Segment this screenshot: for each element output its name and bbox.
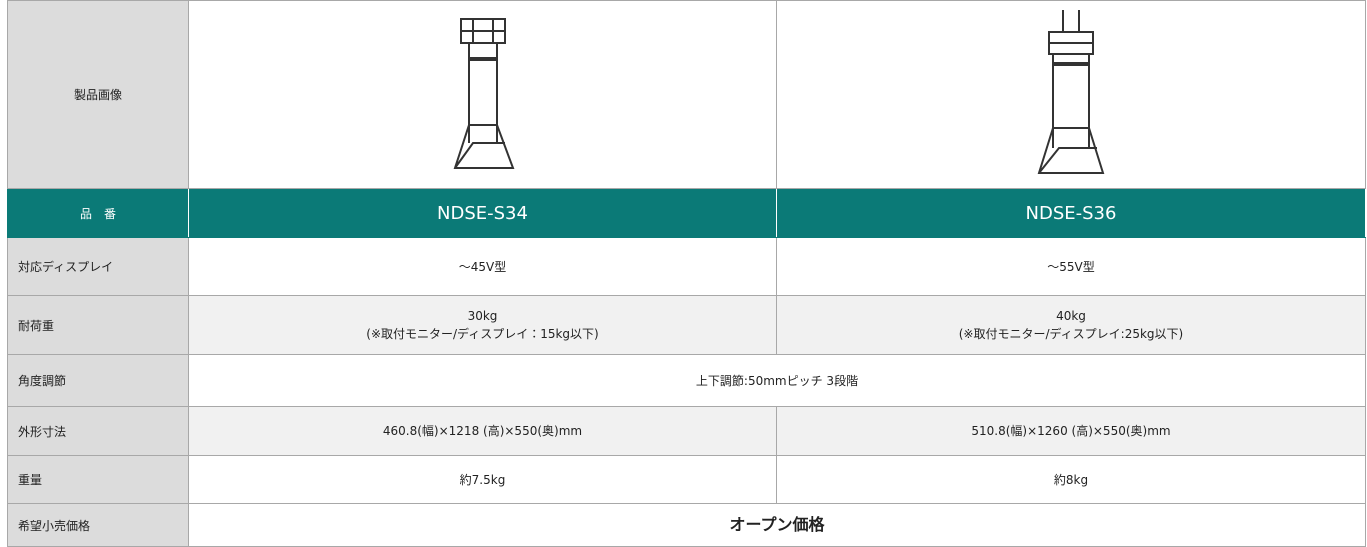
product-image <box>453 18 514 169</box>
row-label: 製品画像 <box>7 0 189 189</box>
spec-table: 製品画像 品 番 NDSE-S <box>7 0 1366 547</box>
spec-row: 外形寸法 460.8(幅)×1218 (高)×550(奥)mm 510.8(幅)×1… <box>7 406 1366 456</box>
spec-row: 耐荷重 30kg (※取付モニター/ディスプレイ：15kg以下) 40kg (※取付モニ… <box>7 295 1366 355</box>
spec-value: 30kg (※取付モニター/ディスプレイ：15kg以下) <box>188 295 777 355</box>
spec-row: 重量 約7.5kg 約8kg <box>7 455 1366 504</box>
value-line: 460.8(幅)×1218 (高)×550(奥)mm <box>382 424 583 438</box>
row-label: 角度調節 <box>7 354 189 407</box>
spec-row: 対応ディスプレイ ～45V型 ～55V型 <box>7 237 1366 296</box>
product-image-cell <box>776 0 1366 189</box>
row-label: 対応ディスプレイ <box>7 237 189 296</box>
row-label: 希望小売価格 <box>7 503 189 547</box>
model-name: NDSE-S34 <box>188 188 777 238</box>
value-line: (※取付モニター/ディスプレイ：15kg以下) <box>366 327 599 341</box>
spec-value: オープン価格 <box>188 503 1366 547</box>
value-line: 510.8(幅)×1260 (高)×550(奥)mm <box>971 424 1171 438</box>
model-name: NDSE-S36 <box>776 188 1366 238</box>
image-row: 製品画像 <box>7 0 1366 189</box>
value-line: (※取付モニター/ディスプレイ:25kg以下) <box>958 327 1184 341</box>
spec-value: 510.8(幅)×1260 (高)×550(奥)mm <box>776 406 1366 456</box>
spec-value: ～55V型 <box>776 237 1366 296</box>
product-image <box>1037 10 1105 174</box>
value-line: 約8kg <box>1053 472 1089 487</box>
spec-value: 40kg (※取付モニター/ディスプレイ:25kg以下) <box>776 295 1366 355</box>
row-label: 耐荷重 <box>7 295 189 355</box>
spec-row: 角度調節 上下調節:50mmピッチ 3段階 <box>7 354 1366 407</box>
model-row: 品 番 NDSE-S34 NDSE-S36 <box>7 188 1366 238</box>
value-line: 約7.5kg <box>459 472 506 487</box>
row-label: 品 番 <box>7 188 189 238</box>
spec-value: ～45V型 <box>188 237 777 296</box>
value-line: オープン価格 <box>729 515 825 534</box>
spec-value: 460.8(幅)×1218 (高)×550(奥)mm <box>188 406 777 456</box>
spec-value: 約8kg <box>776 455 1366 504</box>
spec-value: 上下調節:50mmピッチ 3段階 <box>188 354 1366 407</box>
spec-row: 希望小売価格 オープン価格 <box>7 503 1366 547</box>
product-image-cell <box>188 0 777 189</box>
value-line: 30kg <box>467 309 498 323</box>
value-line: 上下調節:50mmピッチ 3段階 <box>695 373 859 388</box>
row-label: 外形寸法 <box>7 406 189 456</box>
value-line: 40kg <box>1056 309 1086 323</box>
row-label: 重量 <box>7 455 189 504</box>
value-line: ～45V型 <box>458 259 507 274</box>
spec-value: 約7.5kg <box>188 455 777 504</box>
value-line: ～55V型 <box>1047 259 1095 274</box>
